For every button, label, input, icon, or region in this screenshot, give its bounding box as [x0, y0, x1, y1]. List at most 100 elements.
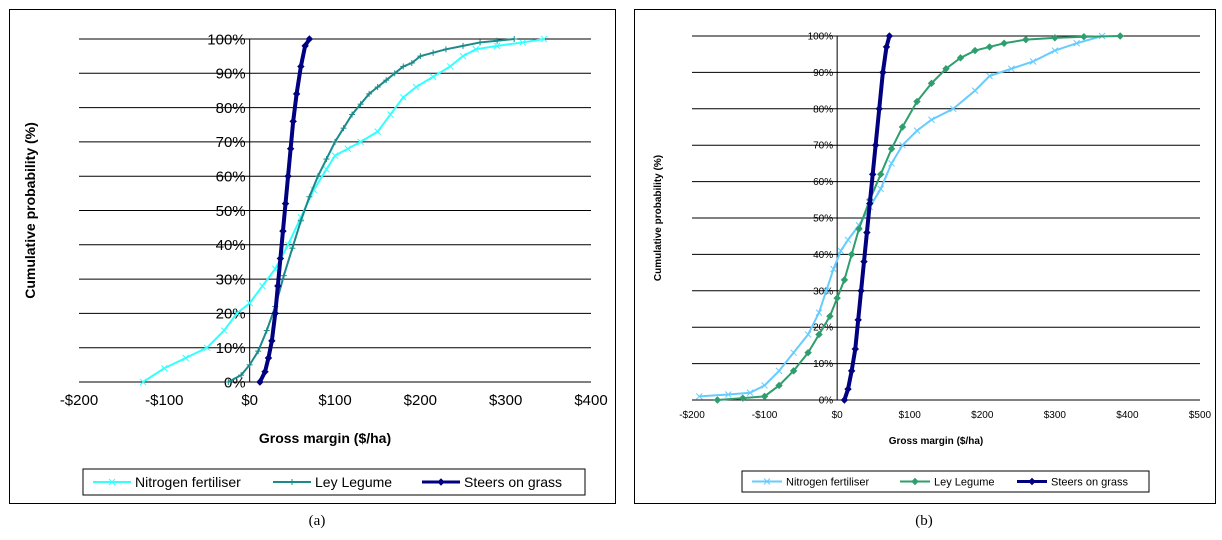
x-tick-label: $100	[899, 410, 922, 421]
data-point-2	[882, 43, 891, 51]
data-point-1	[876, 170, 885, 179]
data-point-1	[713, 396, 722, 404]
data-point-0	[775, 367, 783, 375]
legend-box	[82, 468, 586, 496]
y-tick-label: 20%	[216, 306, 246, 323]
data-point-2	[857, 287, 865, 295]
y-tick-label: 60%	[216, 168, 246, 185]
y-tick-label: 40%	[813, 250, 833, 261]
legend-marker-1	[289, 479, 295, 485]
data-point-0	[446, 63, 454, 70]
y-tick-label: 80%	[216, 100, 246, 117]
x-tick-label: -$100	[752, 410, 778, 421]
data-point-0	[899, 141, 906, 149]
data-point-0	[822, 287, 830, 295]
data-point-0	[830, 265, 837, 273]
data-point-0-stroke	[830, 265, 837, 273]
data-point-0-stroke	[844, 236, 852, 244]
x-tick-label: $400	[574, 392, 607, 409]
legend: Nitrogen fertiliser Ley Legume Steers on g…	[741, 470, 1150, 493]
x-tick-label: $200	[404, 392, 437, 409]
data-point-0-stroke	[724, 391, 732, 398]
data-point-2	[276, 254, 285, 263]
y-tick-label: 80%	[813, 104, 833, 115]
data-point-0	[888, 160, 895, 167]
data-point-2	[284, 172, 292, 180]
data-point-0-stroke	[837, 247, 845, 255]
data-point-0	[182, 354, 190, 362]
data-point-0-stroke	[203, 344, 211, 352]
y-tick-label: 50%	[813, 214, 833, 225]
data-point-1	[971, 46, 979, 55]
data-point-0-stroke	[1051, 47, 1059, 54]
chart-panel-b: 0% 10% 20% 30% 40% 50% 60% 70% 80% 90% 100% -$200 -$…	[634, 9, 1216, 504]
data-point-0	[160, 364, 168, 372]
data-point-0-stroke	[344, 145, 352, 153]
y-tick-label: 40%	[216, 237, 246, 254]
x-tick-label: $400	[1116, 410, 1139, 421]
data-point-0	[746, 389, 754, 397]
data-point-0	[1073, 39, 1080, 47]
data-point-0-stroke	[160, 364, 168, 372]
data-point-0-stroke	[233, 310, 241, 317]
data-point-1	[739, 394, 747, 402]
data-point-0-stroke	[971, 87, 979, 94]
chart-panel-a: 0% 10% 20% 30% 40% 50% 60% 70% 80% 90% 100% -$200 -$…	[9, 9, 616, 504]
data-point-1	[357, 101, 364, 108]
data-point-2	[292, 90, 301, 98]
data-point-2	[868, 170, 877, 179]
data-point-0-stroke	[775, 367, 783, 375]
data-point-1	[1022, 35, 1030, 44]
x-tick-label: $0	[832, 410, 844, 421]
data-point-0-stroke	[246, 299, 254, 307]
data-point-0	[1029, 58, 1037, 65]
data-point-0-stroke	[357, 138, 364, 146]
data-point-0	[259, 282, 266, 290]
legend-marker-0	[763, 478, 771, 485]
y-tick-label: 70%	[216, 134, 246, 151]
data-point-1	[789, 367, 798, 375]
data-point-0-stroke	[928, 116, 935, 124]
data-point-0	[284, 241, 292, 249]
y-tick-label: 0%	[224, 374, 246, 391]
data-point-2	[261, 368, 269, 376]
data-point-0	[387, 111, 394, 118]
data-point-0-stroke	[139, 378, 147, 386]
y-tick-label: 30%	[813, 286, 833, 297]
data-point-0	[357, 138, 364, 146]
caption-b: (b)	[915, 513, 933, 529]
data-point-0-stroke	[761, 382, 768, 389]
data-point-0	[472, 45, 480, 53]
y-tick-label: 100%	[808, 32, 834, 43]
data-point-2	[256, 378, 264, 386]
y-tick-label: 30%	[216, 271, 246, 288]
data-point-2	[289, 117, 297, 126]
y-tick-label: 70%	[813, 141, 833, 152]
data-point-0	[412, 83, 420, 91]
data-point-0-stroke	[259, 282, 266, 290]
data-point-0	[949, 105, 957, 113]
legend: Nitrogen fertiliser Ley Legume Steers on g…	[82, 468, 586, 496]
data-point-0-stroke	[1029, 58, 1037, 65]
data-point-0	[220, 327, 228, 334]
data-point-2	[854, 316, 862, 324]
x-tick-label: $100	[318, 392, 351, 409]
data-point-0	[913, 127, 921, 134]
data-point-0-stroke	[493, 42, 501, 50]
data-point-0-stroke	[746, 389, 754, 397]
data-point-2	[860, 257, 868, 266]
legend-label-1: Ley Legume	[315, 474, 392, 490]
data-point-1	[956, 54, 965, 62]
data-point-0	[399, 93, 407, 101]
data-point-1	[1000, 39, 1008, 47]
y-tick-label: 90%	[216, 66, 246, 83]
x-tick-label: $300	[489, 392, 522, 409]
data-point-1	[898, 123, 907, 131]
data-point-1	[942, 65, 950, 73]
data-point-0-stroke	[815, 309, 823, 316]
data-point-0	[1051, 47, 1059, 54]
caption-a: (a)	[308, 513, 326, 529]
data-point-1	[263, 327, 270, 334]
data-point-2	[281, 199, 290, 208]
data-point-0	[844, 236, 852, 244]
